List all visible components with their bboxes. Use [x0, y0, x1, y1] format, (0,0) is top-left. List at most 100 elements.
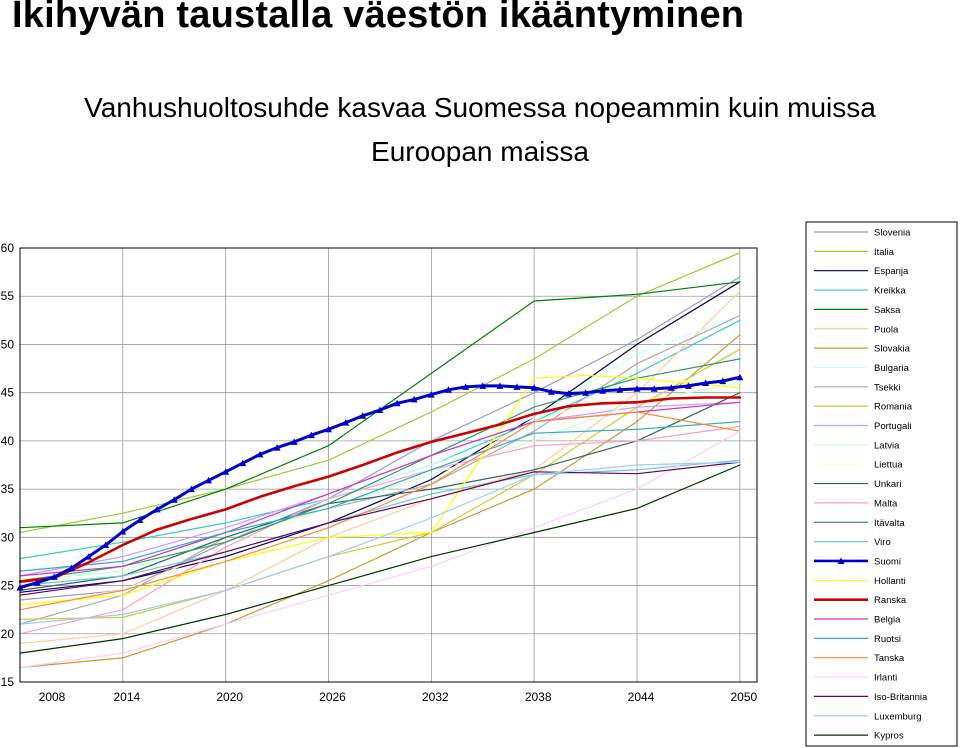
suomi-point	[427, 391, 435, 398]
y-tick-label: 20	[1, 627, 15, 641]
y-tick-label: 60	[1, 241, 15, 255]
suomi-point	[187, 485, 195, 493]
x-tick-label: 2050	[731, 690, 758, 704]
legend-label: Irlanti	[874, 673, 897, 684]
legend-label: Romania	[874, 402, 913, 413]
suomi-point	[616, 386, 624, 393]
legend-label: Liettua	[874, 460, 903, 471]
suomi-point	[67, 564, 75, 572]
x-tick-label: 2026	[319, 690, 346, 704]
suomi-point	[136, 516, 144, 523]
suomi-point	[684, 382, 692, 389]
y-tick-label: 55	[1, 289, 15, 303]
series-line-ruotsi	[19, 421, 741, 572]
series-line-malta	[19, 425, 741, 635]
suomi-point	[650, 385, 658, 392]
suomi-point	[479, 382, 487, 389]
plot-frame	[19, 247, 758, 683]
suomi-point	[102, 541, 110, 548]
series-line-slovenia	[19, 276, 741, 601]
suomi-point	[547, 388, 555, 395]
legend-label: Italia	[874, 247, 895, 258]
suomi-point	[325, 425, 332, 433]
series-line-irlanti	[19, 430, 741, 669]
suomi-point	[599, 387, 607, 394]
y-tick-label: 45	[1, 386, 15, 400]
suomi-point	[582, 389, 590, 396]
legend-label: Itävalta	[874, 518, 905, 529]
series-line-latvia	[19, 382, 741, 582]
series-line-unkari	[19, 392, 741, 591]
x-tick-label: 2020	[216, 690, 243, 704]
suomi-point	[119, 528, 127, 535]
legend-label: Unkari	[874, 479, 901, 490]
suomi-point	[290, 438, 298, 445]
suomi-point	[256, 450, 264, 458]
legend-label: Iso-Britannia	[874, 692, 928, 703]
legend-label: Slovakia	[874, 344, 911, 355]
series-line-slovakia	[19, 334, 741, 669]
suomi-point	[273, 444, 281, 451]
legend-label: Slovenia	[874, 228, 911, 239]
suomi-point	[33, 579, 41, 586]
series-line-kreikka	[19, 319, 741, 560]
suomi-point	[702, 379, 710, 386]
suomi-point	[307, 431, 315, 439]
legend-label: Espanja	[874, 266, 909, 277]
suomi-point	[170, 496, 178, 503]
suomi-point	[736, 373, 744, 381]
series-line-romania	[19, 348, 741, 620]
legend-label: Portugali	[874, 421, 912, 432]
series-line-tanska	[19, 411, 741, 611]
series-line-puola	[19, 290, 741, 644]
legend-label: Bulgaria	[874, 363, 910, 374]
suomi-point	[496, 382, 504, 389]
legend-label: Tanska	[874, 653, 905, 664]
legend-label: Ranska	[874, 595, 907, 606]
suomi-point	[342, 419, 350, 426]
x-tick-label: 2014	[113, 690, 140, 704]
legend-label: Kreikka	[874, 286, 906, 297]
suomi-point	[239, 459, 247, 467]
legend-marker	[837, 557, 845, 564]
page-subtitle-line-2: Euroopan maissa	[371, 136, 589, 167]
suomi-point	[359, 412, 367, 419]
suomi-point	[205, 476, 212, 484]
chart-legend: Slovenia Italia Espanja Kreikka Saksa Puola Sl…	[805, 221, 958, 747]
series-line-espanja	[19, 281, 741, 593]
x-tick-label: 2032	[422, 690, 449, 704]
x-tick-label: 2008	[39, 690, 66, 704]
series-line-italia	[19, 252, 741, 534]
chart-series-group	[16, 252, 744, 669]
suomi-point	[530, 384, 538, 391]
y-tick-label: 50	[1, 337, 15, 351]
suomi-point	[565, 390, 572, 397]
suomi-point	[667, 384, 675, 391]
suomi-point	[222, 468, 230, 475]
x-tick-label: 2044	[628, 690, 655, 704]
series-line-hollanti	[19, 374, 741, 606]
legend-label: Luxemburg	[874, 711, 922, 722]
series-line-viro	[19, 459, 741, 587]
legend-label: Hollanti	[874, 576, 906, 587]
legend-label: Belgia	[874, 615, 901, 626]
suomi-point	[153, 505, 161, 513]
suomi-point	[719, 377, 727, 385]
suomi-point	[513, 383, 521, 390]
legend-label: Malta	[874, 498, 898, 509]
legend-label: Tsekki	[874, 382, 900, 393]
legend-label: Suomi	[874, 556, 901, 567]
page-subtitle-line-1: Vanhushuoltosuhde kasvaa Suomessa nopeam…	[84, 92, 876, 123]
legend-label: Saksa	[874, 305, 901, 316]
legend-label: Viro	[874, 537, 891, 548]
suomi-point	[85, 553, 93, 560]
chart-ticks: 15 20 25 30 35 40 45 50 55 60 2008 2014 2020 2026 2032…	[1, 241, 758, 704]
series-line-kypros	[19, 464, 741, 654]
suomi-point	[633, 385, 641, 392]
series-line-ranska	[18, 396, 742, 583]
legend-label: Puola	[874, 324, 899, 335]
legend-label: Ruotsi	[874, 634, 901, 645]
suomi-point	[376, 406, 384, 413]
x-tick-label: 2038	[525, 690, 552, 704]
